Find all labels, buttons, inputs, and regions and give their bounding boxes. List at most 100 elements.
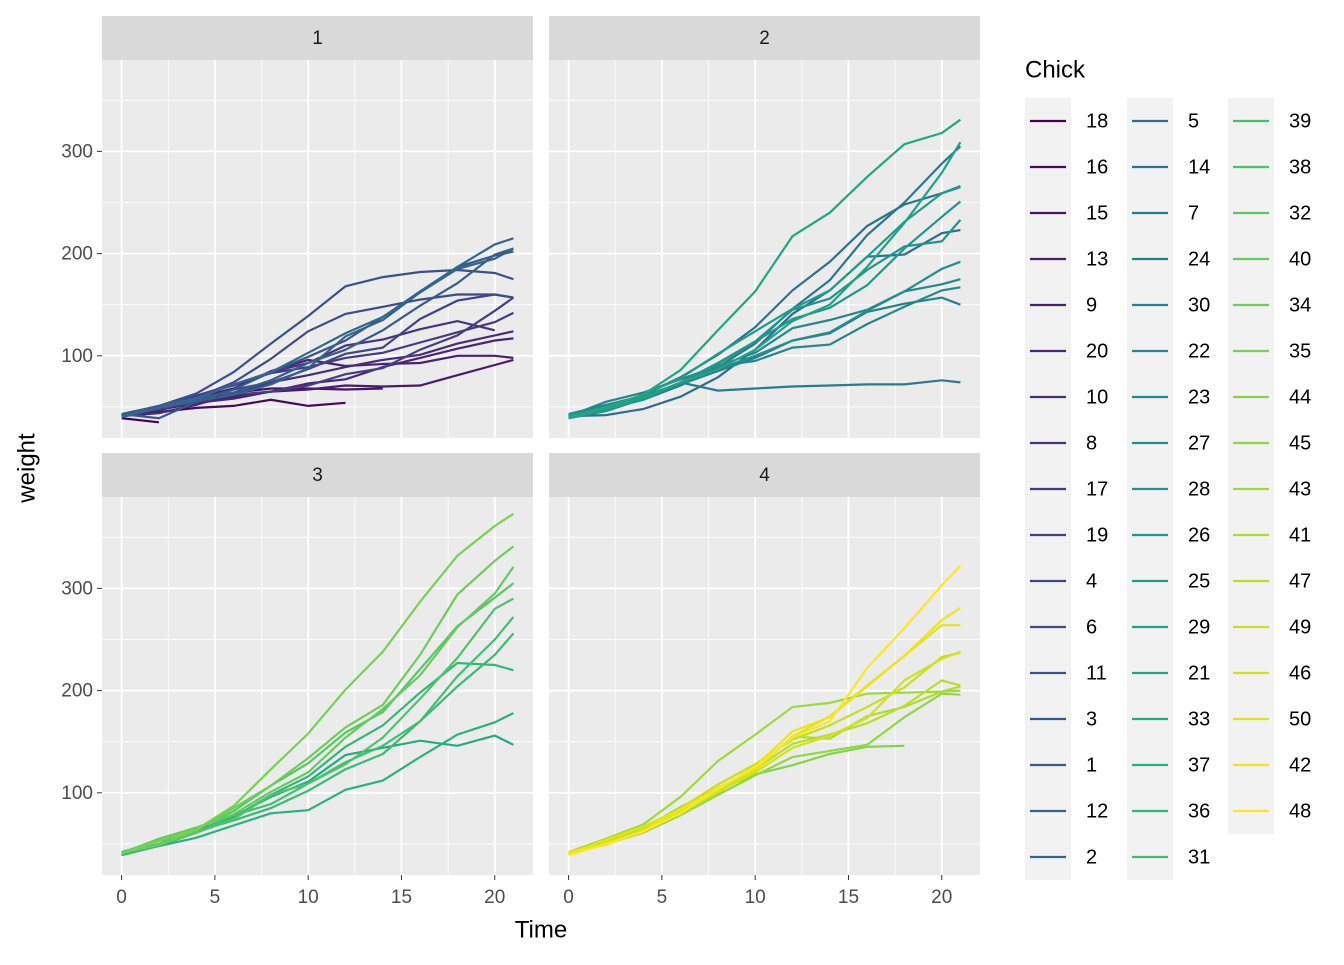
legend-label: 18 [1086,110,1108,132]
y-tick-label: 100 [61,346,93,367]
series-line [121,247,514,418]
series-line [568,141,962,420]
x-tick-label: 10 [745,887,766,908]
legend-label: 19 [1086,524,1108,546]
series-line [121,417,160,424]
legend-label: 40 [1289,248,1311,270]
legend-label: 7 [1188,202,1199,224]
y-axis-title: weight [13,433,40,504]
legend-label: 41 [1289,524,1311,546]
panel-background [549,497,980,875]
legend-label: 39 [1289,110,1311,132]
series-line [121,512,515,855]
legend-label: 12 [1086,800,1108,822]
legend-label: 31 [1188,846,1210,868]
x-tick-label: 15 [391,887,412,908]
panel-background [549,60,980,438]
series-line [121,566,515,855]
x-tick-label: 20 [484,887,505,908]
series-line [121,247,514,417]
strip [102,16,533,60]
series-line [568,286,961,418]
legend-label: 22 [1188,340,1210,362]
legend-label: 24 [1188,248,1210,270]
x-tick-label: 15 [838,887,859,908]
x-tick-label: 0 [116,887,127,908]
legend-label: 46 [1289,662,1311,684]
x-tick-label: 10 [298,887,319,908]
legend-label: 36 [1188,800,1210,822]
legend-label: 6 [1086,616,1097,638]
strip [549,453,980,497]
series-line [568,689,961,854]
strip-label: 4 [759,465,770,486]
strip-label: 3 [312,465,323,486]
legend-label: 50 [1289,708,1311,730]
legend-label: 30 [1188,294,1210,316]
y-tick-label: 300 [61,578,93,599]
legend-label: 25 [1188,570,1210,592]
legend-background [1228,98,1274,834]
strip-label: 1 [312,28,323,49]
x-tick-label: 20 [931,887,952,908]
legend-label: 43 [1289,478,1311,500]
legend-label: 28 [1188,478,1210,500]
legend-label: 44 [1289,386,1311,408]
x-tick-label: 5 [210,887,221,908]
legend-label: 16 [1086,156,1108,178]
y-tick-label: 200 [61,244,93,265]
strip [549,16,980,60]
legend-label: 14 [1188,156,1210,178]
panel-background [102,497,533,875]
legend-label: 17 [1086,478,1108,500]
legend-label: 29 [1188,616,1210,638]
legend-label: 42 [1289,754,1311,776]
legend-label: 15 [1086,202,1108,224]
legend-label: 49 [1289,616,1311,638]
series-line [568,565,962,857]
series-line [121,330,514,418]
legend-label: 21 [1188,662,1210,684]
series-line [121,712,514,855]
strip-label: 2 [759,28,770,49]
series-line [121,597,514,855]
legend-label: 5 [1188,110,1199,132]
legend-label: 10 [1086,386,1108,408]
legend-label: 35 [1289,340,1311,362]
legend-label: 27 [1188,432,1210,454]
series-line [568,200,962,417]
legend-label: 32 [1289,202,1311,224]
legend-label: 4 [1086,570,1097,592]
legend-label: 23 [1188,386,1210,408]
x-tick-label: 0 [563,887,574,908]
legend-label: 11 [1086,662,1107,684]
legend-label: 33 [1188,708,1210,730]
series-line [121,237,514,419]
legend-label: 34 [1289,294,1311,316]
legend-label: 38 [1289,156,1311,178]
y-tick-label: 100 [61,783,93,804]
legend-label: 47 [1289,570,1311,592]
y-tick-label: 300 [61,141,93,162]
legend-label: 3 [1086,708,1097,730]
y-tick-label: 200 [61,681,93,702]
legend-label: 13 [1086,248,1108,270]
legend-label: 45 [1289,432,1311,454]
legend-label: 1 [1086,754,1097,776]
series-line [568,118,962,419]
series-line [121,268,514,416]
legend-label: 37 [1188,754,1210,776]
series-line [121,545,515,855]
legend-label: 20 [1086,340,1108,362]
legend-title: Chick [1025,56,1086,83]
x-tick-label: 5 [657,887,668,908]
legend-label: 2 [1086,846,1097,868]
series-line [568,229,961,418]
x-axis-title: Time [515,916,567,943]
legend-label: 9 [1086,294,1097,316]
legend-label: 26 [1188,524,1210,546]
series-line [121,250,514,420]
legend-label: 48 [1289,800,1311,822]
strip [102,453,533,497]
